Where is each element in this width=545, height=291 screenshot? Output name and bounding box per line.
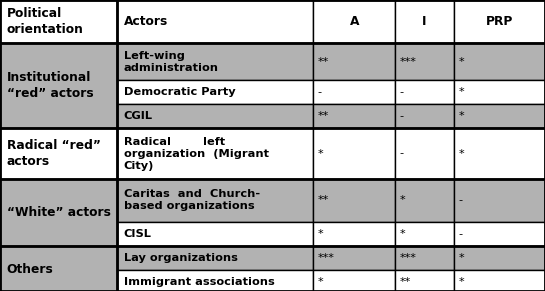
- Bar: [313, 43, 395, 80]
- Text: **: **: [318, 196, 329, 205]
- Text: Others: Others: [7, 263, 53, 276]
- Text: *: *: [458, 253, 464, 263]
- Bar: [454, 222, 545, 246]
- Text: Radical “red”
actors: Radical “red” actors: [7, 139, 100, 168]
- Text: -: -: [458, 229, 463, 239]
- Bar: [117, 246, 313, 270]
- Text: I: I: [422, 15, 427, 28]
- Bar: [0, 128, 117, 179]
- Bar: [395, 246, 454, 270]
- Text: Immigrant associations: Immigrant associations: [124, 277, 275, 287]
- Text: *: *: [318, 148, 323, 159]
- Bar: [313, 222, 395, 246]
- Text: Left-wing
administration: Left-wing administration: [124, 51, 219, 73]
- Text: Political
orientation: Political orientation: [7, 7, 83, 36]
- Text: *: *: [458, 111, 464, 121]
- Text: ***: ***: [399, 253, 416, 263]
- Text: *: *: [318, 277, 323, 287]
- Bar: [0, 246, 117, 291]
- Bar: [117, 179, 313, 222]
- Bar: [117, 80, 313, 104]
- Bar: [313, 0, 395, 43]
- Text: ***: ***: [399, 57, 416, 67]
- Text: “White” actors: “White” actors: [7, 206, 111, 219]
- Bar: [117, 104, 313, 128]
- Bar: [313, 128, 395, 179]
- Bar: [395, 80, 454, 104]
- Bar: [395, 270, 454, 291]
- Text: Institutional
“red” actors: Institutional “red” actors: [7, 71, 93, 100]
- Text: PRP: PRP: [486, 15, 513, 28]
- Text: *: *: [458, 87, 464, 97]
- Bar: [117, 43, 313, 80]
- Bar: [454, 80, 545, 104]
- Text: *: *: [399, 196, 405, 205]
- Bar: [395, 104, 454, 128]
- Bar: [117, 0, 313, 43]
- Bar: [454, 104, 545, 128]
- Text: CISL: CISL: [124, 229, 152, 239]
- Bar: [395, 43, 454, 80]
- Bar: [454, 0, 545, 43]
- Text: Lay organizations: Lay organizations: [124, 253, 238, 263]
- Text: Democratic Party: Democratic Party: [124, 87, 235, 97]
- Text: Caritas  and  Church-
based organizations: Caritas and Church- based organizations: [124, 189, 260, 212]
- Text: A: A: [349, 15, 359, 28]
- Bar: [313, 104, 395, 128]
- Bar: [313, 270, 395, 291]
- Text: -: -: [458, 196, 463, 205]
- Text: **: **: [318, 57, 329, 67]
- Text: -: -: [399, 111, 404, 121]
- Bar: [0, 0, 117, 43]
- Text: Actors: Actors: [124, 15, 168, 28]
- Bar: [395, 128, 454, 179]
- Bar: [454, 246, 545, 270]
- Text: -: -: [318, 87, 322, 97]
- Bar: [454, 128, 545, 179]
- Bar: [117, 270, 313, 291]
- Bar: [313, 179, 395, 222]
- Text: -: -: [399, 148, 404, 159]
- Bar: [117, 222, 313, 246]
- Bar: [454, 43, 545, 80]
- Bar: [313, 80, 395, 104]
- Text: ***: ***: [318, 253, 335, 263]
- Text: *: *: [458, 57, 464, 67]
- Text: *: *: [458, 148, 464, 159]
- Bar: [395, 179, 454, 222]
- Bar: [0, 43, 117, 128]
- Bar: [0, 179, 117, 246]
- Bar: [395, 222, 454, 246]
- Bar: [313, 246, 395, 270]
- Bar: [454, 270, 545, 291]
- Text: Radical        left
organization  (Migrant
City): Radical left organization (Migrant City): [124, 136, 269, 171]
- Text: *: *: [458, 277, 464, 287]
- Text: *: *: [399, 229, 405, 239]
- Bar: [395, 0, 454, 43]
- Bar: [117, 128, 313, 179]
- Text: -: -: [399, 87, 404, 97]
- Text: **: **: [399, 277, 411, 287]
- Text: **: **: [318, 111, 329, 121]
- Text: *: *: [318, 229, 323, 239]
- Text: CGIL: CGIL: [124, 111, 153, 121]
- Bar: [454, 179, 545, 222]
